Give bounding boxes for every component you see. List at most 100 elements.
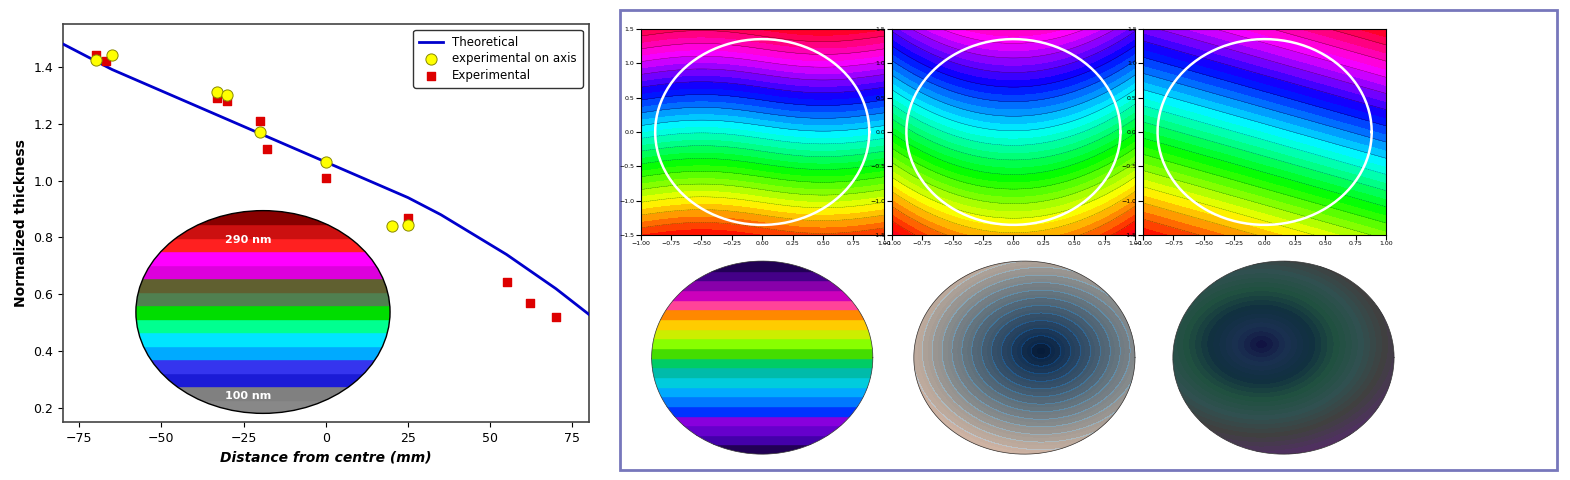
Point: [1270, 354, 1295, 361]
Theoretical: [168, 95, 187, 101]
Point: [1011, 354, 1036, 361]
Point: [1011, 354, 1036, 361]
Point: [1011, 354, 1036, 361]
Polygon shape: [641, 444, 884, 454]
Polygon shape: [641, 338, 884, 348]
Polygon shape: [641, 300, 884, 309]
Theoretical: [579, 312, 598, 317]
Point: [1011, 354, 1036, 361]
Point: [1270, 354, 1295, 361]
Point: [1011, 354, 1036, 361]
Theoretical: [498, 252, 517, 257]
Polygon shape: [641, 271, 884, 280]
Polygon shape: [641, 261, 884, 271]
Theoretical: [414, 203, 433, 209]
Experimental: [495, 278, 520, 286]
Point: [1270, 354, 1295, 361]
Theoretical: [447, 222, 466, 228]
Point: [1270, 354, 1295, 361]
Point: [1011, 354, 1036, 361]
Point: [1270, 354, 1295, 361]
Point: [1011, 354, 1036, 361]
Point: [1011, 354, 1036, 361]
Point: [1270, 354, 1295, 361]
Point: [1011, 354, 1036, 361]
Point: [1011, 354, 1036, 361]
Point: [1011, 354, 1036, 361]
Theoretical: [366, 180, 385, 186]
Point: [1011, 354, 1036, 361]
Point: [1270, 354, 1295, 361]
Theoretical: [480, 241, 499, 247]
Point: [1270, 354, 1295, 361]
Point: [1011, 354, 1036, 361]
Point: [1011, 354, 1036, 361]
Y-axis label: Normalized thickness: Normalized thickness: [14, 139, 28, 307]
Polygon shape: [641, 377, 884, 386]
Polygon shape: [641, 329, 884, 338]
Point: [1011, 354, 1036, 361]
Point: [1011, 354, 1036, 361]
Point: [1270, 354, 1295, 361]
Polygon shape: [641, 309, 884, 319]
Point: [1011, 354, 1036, 361]
Polygon shape: [137, 400, 389, 413]
Point: [1011, 354, 1036, 361]
Theoretical: [86, 58, 105, 64]
Experimental: [314, 174, 339, 181]
Polygon shape: [641, 396, 884, 406]
Point: [1011, 354, 1036, 361]
Point: [1011, 354, 1036, 361]
Polygon shape: [641, 290, 884, 300]
Theoretical: [399, 195, 418, 201]
Point: [1011, 354, 1036, 361]
Theoretical: [465, 232, 484, 238]
Theoretical: [564, 299, 582, 304]
experimental on axis: [83, 56, 108, 63]
Theoretical: [333, 166, 352, 172]
Polygon shape: [137, 292, 389, 305]
Experimental: [93, 57, 118, 65]
Point: [1011, 354, 1036, 361]
Point: [1011, 354, 1036, 361]
Point: [1011, 354, 1036, 361]
Polygon shape: [137, 278, 389, 292]
Point: [1011, 354, 1036, 361]
experimental on axis: [396, 221, 421, 228]
Theoretical: [349, 173, 367, 179]
Theoretical: [102, 67, 121, 72]
Point: [1011, 354, 1036, 361]
Point: [1270, 354, 1295, 361]
Point: [1011, 354, 1036, 361]
Point: [1011, 354, 1036, 361]
Polygon shape: [137, 332, 389, 346]
Point: [1011, 354, 1036, 361]
Experimental: [83, 51, 108, 59]
Experimental: [248, 117, 273, 125]
Theoretical: [119, 74, 138, 80]
Point: [1011, 354, 1036, 361]
Polygon shape: [641, 367, 884, 377]
Theoretical: [546, 286, 565, 291]
Point: [1270, 354, 1295, 361]
Point: [1270, 354, 1295, 361]
Polygon shape: [137, 386, 389, 400]
Point: [1011, 354, 1036, 361]
Polygon shape: [137, 346, 389, 360]
Theoretical: [317, 159, 336, 165]
X-axis label: Distance from centre (mm): Distance from centre (mm): [220, 451, 432, 465]
Theoretical: [185, 102, 204, 108]
experimental on axis: [99, 51, 124, 59]
Point: [1270, 354, 1295, 361]
Theoretical: [267, 138, 286, 144]
Point: [1011, 354, 1036, 361]
Polygon shape: [137, 305, 389, 319]
Theoretical: [531, 275, 550, 280]
Point: [1011, 354, 1036, 361]
Theoretical: [135, 81, 154, 87]
Polygon shape: [641, 435, 884, 444]
Theoretical: [300, 152, 319, 158]
Point: [1011, 354, 1036, 361]
Polygon shape: [137, 211, 389, 224]
Experimental: [517, 299, 542, 307]
